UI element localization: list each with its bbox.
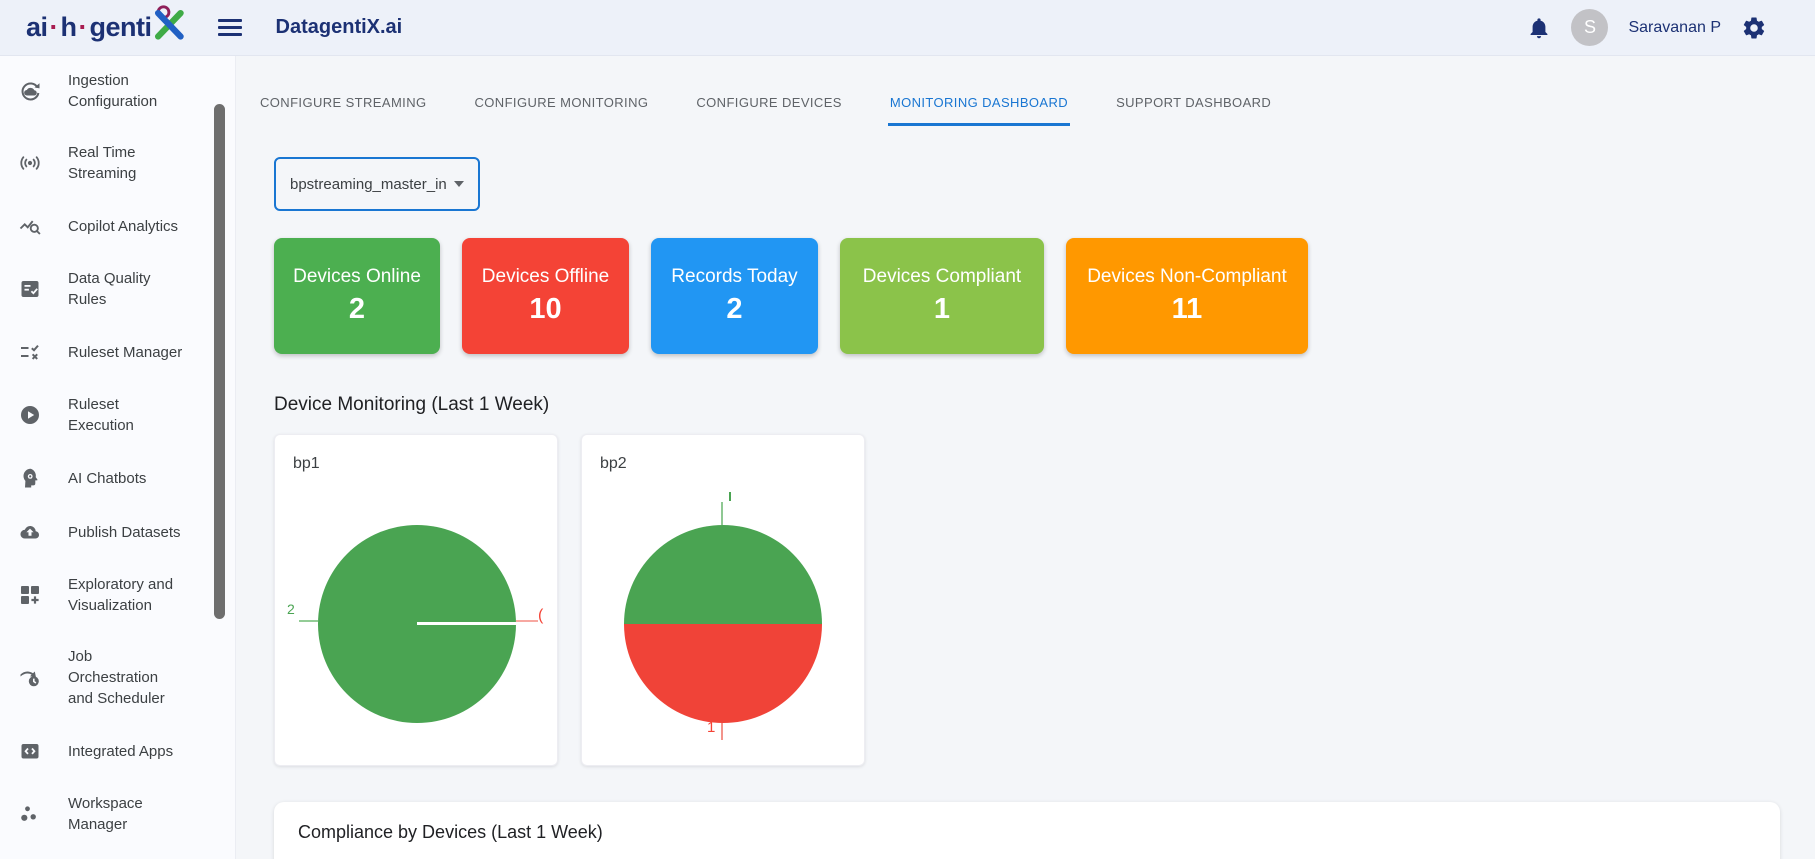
sidebar: Ingestion Configuration Real Time Stream… [0,56,236,859]
section-title-device-monitoring: Device Monitoring (Last 1 Week) [274,394,550,415]
analytics-search-icon [18,214,42,238]
sidebar-item-label: Workspace Manager [68,795,143,833]
stat-value: 11 [1171,293,1203,325]
settings-gear-icon[interactable] [1741,15,1767,41]
dashboard-customize-icon [18,583,42,607]
menu-icon[interactable] [217,19,242,36]
sidebar-item-real-time-streaming[interactable]: Real Time Streaming [0,142,235,184]
broadcast-icon [18,151,42,175]
pie-chart-bp2 [624,525,822,723]
section-title-compliance-by-devices: Compliance by Devices (Last 1 Week) [298,822,603,842]
sidebar-item-label: Copilot Analytics [68,217,179,235]
tab-bar: CONFIGURE STREAMING CONFIGURE MONITORING… [258,95,1815,126]
tab-monitoring-dashboard[interactable]: MONITORING DASHBOARD [887,95,1071,126]
sidebar-item-data-quality-rules[interactable]: Data Quality Rules [0,268,235,310]
sidebar-item-label: Ruleset Execution [68,396,134,434]
pie-label-leader-line [721,723,723,740]
logo-dot: · [49,12,59,42]
logo-text: h [60,12,78,42]
pie-slice-label-red: 1 [707,719,716,736]
play-circle-icon [18,403,42,427]
logo-text: genti [89,12,153,42]
tab-support-dashboard[interactable]: SUPPORT DASHBOARD [1116,95,1272,110]
sidebar-item-label: Data Quality Rules [68,270,151,308]
sidebar-item-label: Ingestion Configuration [68,72,158,110]
scatter-icon [18,802,42,826]
chart-title: bp2 [600,455,627,472]
pie-label-leader-line [516,620,538,622]
pie-chart-card-bp1: bp1 2 ( [274,434,558,766]
pie-chart-card-bp2: bp2 1 [581,434,865,766]
sidebar-item-ruleset-manager[interactable]: Ruleset Manager [0,340,235,364]
logo-text: ai [26,12,48,42]
psychology-icon [18,466,42,490]
sidebar-item-workspace-manager[interactable]: Workspace Manager [0,793,235,835]
cloud-sync-icon [18,79,42,103]
pie-slice-label-green-clipped [729,492,731,501]
stat-value: 1 [933,293,951,325]
stat-value: 10 [529,293,562,325]
scheduler-icon [18,666,42,690]
sidebar-item-label: Integrated Apps [68,742,174,760]
sidebar-item-job-orchestration-and-scheduler[interactable]: Job Orchestration and Scheduler [0,646,235,709]
stat-label: Records Today [671,266,798,287]
sidebar-item-integrated-apps[interactable]: Integrated Apps [0,739,235,763]
sidebar-item-label: Real Time Streaming [68,144,137,182]
pie-slice-label-red-clipped: ( [538,607,544,624]
sidebar-item-ruleset-execution[interactable]: Ruleset Execution [0,394,235,436]
compliance-section-card: Compliance by Devices (Last 1 Week) [274,802,1780,859]
logo-dot: · [78,12,88,42]
tab-configure-streaming[interactable]: CONFIGURE STREAMING [260,95,427,110]
brand-logo: ai · h · genti [26,5,186,46]
stat-value: 2 [348,293,366,325]
notifications-bell-icon[interactable] [1527,16,1551,40]
pie-slice-divider [417,622,517,625]
avatar[interactable]: S [1571,9,1609,46]
pie-label-leader-line [299,620,318,622]
stat-label: Devices Online [293,266,421,287]
sidebar-item-ai-chatbots[interactable]: AI Chatbots [0,466,235,490]
avatar-initial: S [1583,17,1596,37]
chart-title: bp1 [293,455,320,472]
stat-label: Devices Offline [481,266,610,287]
integration-icon [18,739,42,763]
tab-configure-monitoring[interactable]: CONFIGURE MONITORING [474,95,649,110]
stat-card-devices-non-compliant: Devices Non-Compliant 11 [1066,238,1308,354]
stat-card-records-today: Records Today 2 [651,238,818,354]
pie-slice-label-green: 2 [287,601,295,617]
sidebar-item-ingestion-configuration[interactable]: Ingestion Configuration [0,70,235,112]
sidebar-item-label: Exploratory and Visualization [68,576,174,614]
chart-row: bp1 2 ( bp2 1 [274,434,1815,766]
stat-label: Devices Non-Compliant [1087,266,1287,287]
pie-label-leader-line [721,502,723,525]
stat-card-devices-compliant: Devices Compliant 1 [840,238,1044,354]
tab-configure-devices[interactable]: CONFIGURE DEVICES [696,95,842,110]
stat-value: 2 [726,293,743,325]
chevron-down-icon [454,181,464,187]
sidebar-scrollbar[interactable] [214,104,225,619]
sidebar-item-label: Ruleset Manager [68,343,183,361]
sidebar-item-label: AI Chatbots [68,469,147,487]
rule-icon [18,340,42,364]
stat-card-devices-online: Devices Online 2 [274,238,440,354]
stat-label: Devices Compliant [862,266,1022,287]
stat-card-devices-offline: Devices Offline 10 [462,238,629,354]
dataset-select[interactable]: bpstreaming_master_in [274,157,480,211]
logo-x-icon [150,5,186,46]
stat-card-row: Devices Online 2 Devices Offline 10 Reco… [274,238,1815,354]
cloud-upload-icon [18,520,42,544]
sidebar-item-publish-datasets[interactable]: Publish Datasets [0,520,235,544]
sidebar-item-label: Publish Datasets [68,523,181,541]
user-name: Saravanan P [1628,18,1721,36]
app-header: ai · h · genti DatagentiX.ai S Saravanan… [0,0,1815,56]
checklist-icon [18,277,42,301]
sidebar-item-label: Job Orchestration and Scheduler [68,648,165,707]
page-title: DatagentiX.ai [275,16,403,38]
main-content: CONFIGURE STREAMING CONFIGURE MONITORING… [237,56,1815,859]
sidebar-item-copilot-analytics[interactable]: Copilot Analytics [0,214,235,238]
dataset-select-value: bpstreaming_master_in [290,175,447,193]
sidebar-item-exploratory-and-visualization[interactable]: Exploratory and Visualization [0,574,235,616]
